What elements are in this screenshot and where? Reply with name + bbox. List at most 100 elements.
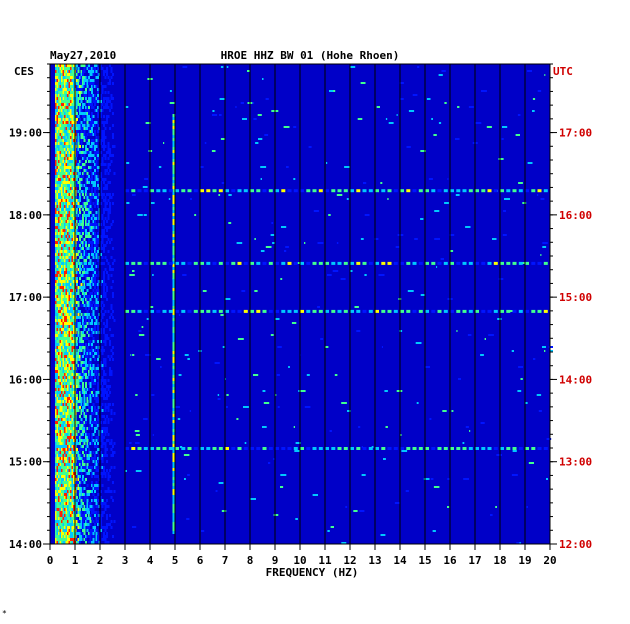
spectral-cell (56, 373, 59, 376)
spectral-cell (97, 535, 99, 538)
spectral-cell (73, 124, 75, 127)
spectral-cell (182, 66, 188, 68)
spectral-cell (55, 73, 57, 76)
spectral-cell (58, 169, 60, 172)
persistent-line-cell (172, 396, 175, 399)
spectral-cell (83, 454, 86, 457)
spectral-cell (76, 85, 78, 88)
spectral-cell (103, 130, 105, 133)
spectral-cell (430, 478, 434, 480)
spectral-cell (59, 358, 62, 361)
spectral-cell (91, 322, 93, 325)
spectral-cell (76, 424, 78, 427)
spectral-cell (113, 442, 116, 445)
spectral-cell (56, 304, 59, 307)
persistent-line-cell (172, 192, 175, 195)
spectral-cell (71, 151, 74, 154)
spectral-cell (92, 223, 95, 226)
persistent-line-cell (172, 414, 175, 417)
spectral-cell (77, 475, 80, 478)
spectral-cell (109, 127, 111, 130)
spectral-cell (71, 283, 74, 286)
spectral-cell (65, 457, 68, 460)
spectral-cell (92, 394, 95, 397)
spectral-cell (103, 106, 105, 109)
spectral-cell (76, 394, 78, 397)
spectral-cell (71, 328, 74, 331)
spectral-cell (79, 235, 81, 238)
spectral-cell (77, 82, 80, 85)
spectral-cell (88, 256, 90, 259)
spectral-cell (113, 466, 116, 469)
broadband-event-cell (175, 189, 179, 193)
spectral-cell (70, 394, 72, 397)
persistent-line-cell (172, 324, 175, 327)
spectral-cell (82, 373, 84, 376)
spectral-cell (55, 130, 57, 133)
spectral-cell (56, 97, 59, 100)
spectral-cell (104, 388, 107, 391)
spectral-cell (85, 391, 87, 394)
spectral-cell (68, 451, 71, 454)
spectral-cell (67, 406, 69, 409)
spectral-cell (55, 388, 57, 391)
spectral-cell (110, 103, 113, 106)
spectral-cell (542, 242, 548, 244)
spectral-cell (94, 100, 96, 103)
spectral-cell (62, 502, 65, 505)
spectral-cell (94, 457, 96, 460)
spectral-cell (58, 379, 60, 382)
spectral-cell (77, 481, 80, 484)
spectral-cell (64, 220, 66, 223)
spectral-cell (61, 295, 63, 298)
spectral-cell (56, 463, 59, 466)
spectral-cell (79, 433, 81, 436)
spectral-cell (68, 481, 71, 484)
spectral-cell (91, 442, 93, 445)
spectral-cell (71, 73, 74, 76)
spectral-cell (67, 169, 69, 172)
spectral-cell (91, 319, 93, 322)
spectral-cell (73, 358, 75, 361)
spectral-cell (109, 64, 111, 67)
spectral-cell (62, 421, 65, 424)
spectral-cell (62, 481, 65, 484)
spectral-cell (71, 463, 74, 466)
spectral-cell (88, 115, 90, 118)
spectral-cell (68, 394, 71, 397)
spectral-cell (67, 307, 69, 310)
spectral-cell (70, 490, 72, 493)
spectral-cell (59, 214, 62, 217)
spectral-cell (64, 271, 66, 274)
spectral-cell (58, 361, 60, 364)
spectral-cell (56, 196, 59, 199)
spectral-cell (77, 421, 80, 424)
spectral-cell (73, 382, 75, 385)
persistent-line-cell (172, 210, 175, 213)
spectral-cell (271, 110, 278, 112)
spectral-cell (332, 270, 339, 272)
spectral-cell (100, 181, 102, 184)
spectral-cell (70, 364, 72, 367)
spectral-cell (104, 427, 107, 430)
spectral-cell (71, 178, 74, 181)
spectral-cell (82, 64, 84, 67)
spectral-cell (89, 208, 92, 211)
spectral-cell (79, 319, 81, 322)
spectral-cell (103, 220, 105, 223)
spectral-cell (68, 73, 71, 76)
spectral-cell (89, 421, 92, 424)
spectral-cell (380, 182, 383, 184)
spectral-cell (58, 415, 60, 418)
spectral-cell (97, 424, 99, 427)
spectral-cell (58, 205, 60, 208)
spectral-cell (89, 373, 92, 376)
spectral-cell (65, 397, 68, 400)
spectral-cell (76, 334, 78, 337)
spectral-cell (97, 181, 99, 184)
spectral-cell (61, 334, 63, 337)
spectral-cell (95, 226, 98, 229)
spectral-cell (64, 358, 66, 361)
spectral-cell (67, 349, 69, 352)
spectral-cell (65, 160, 68, 163)
